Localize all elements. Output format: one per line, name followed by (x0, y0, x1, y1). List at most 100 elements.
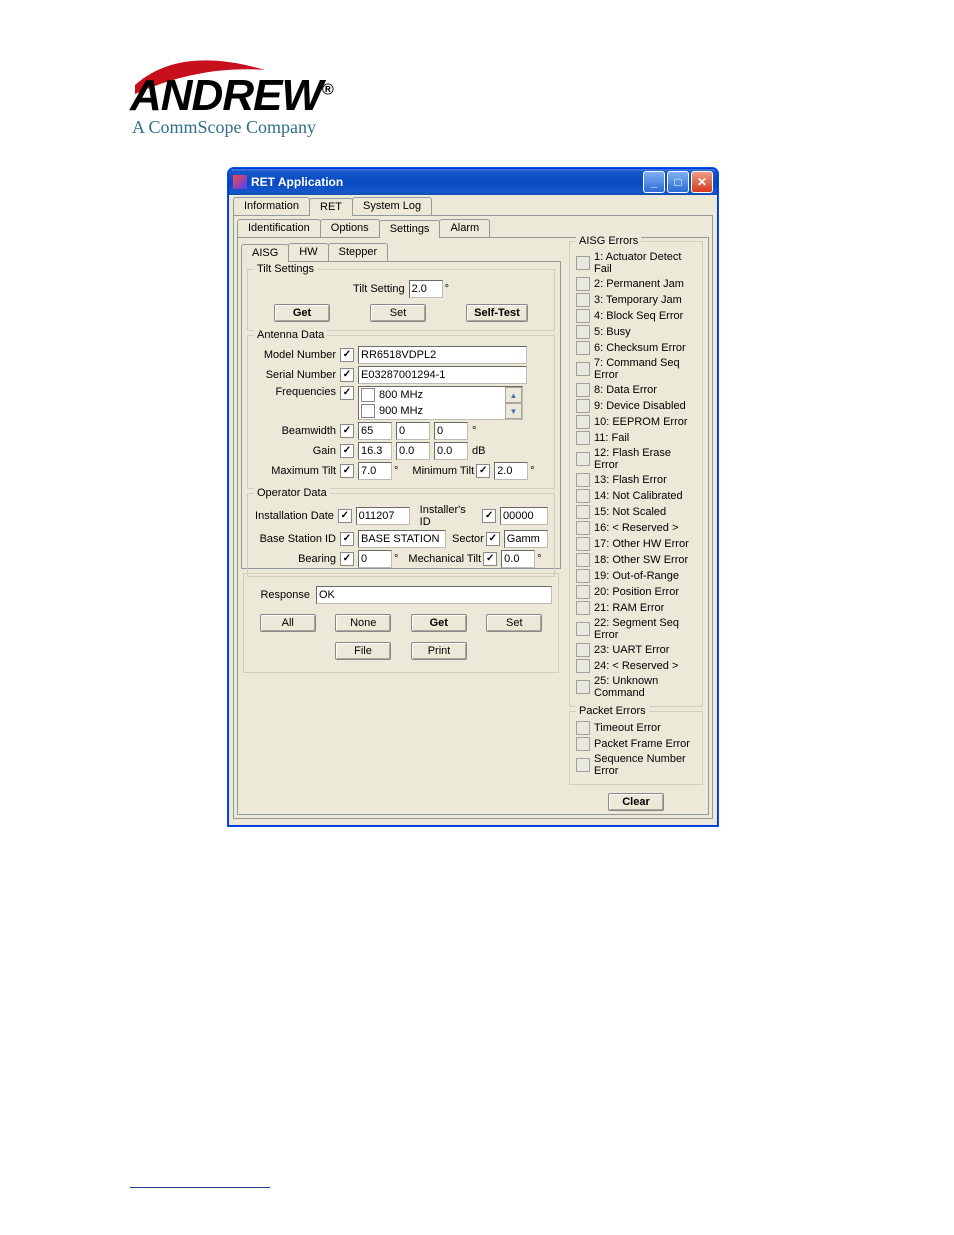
error-label: 18: Other SW Error (594, 554, 688, 566)
titlebar: RET Application _ □ ✕ (229, 169, 717, 195)
mintilt-checkbox[interactable] (476, 464, 490, 478)
all-button[interactable]: All (260, 614, 316, 632)
minimize-button[interactable]: _ (643, 171, 665, 193)
error-checkbox[interactable] (576, 415, 590, 429)
error-checkbox[interactable] (576, 585, 590, 599)
aisg-error-item: 13: Flash Error (576, 472, 696, 488)
error-checkbox[interactable] (576, 293, 590, 307)
error-checkbox[interactable] (576, 505, 590, 519)
error-checkbox[interactable] (576, 521, 590, 535)
tilt-set-button[interactable]: Set (370, 304, 426, 322)
model-checkbox[interactable] (340, 348, 354, 362)
tab-identification[interactable]: Identification (237, 219, 321, 237)
idate-input[interactable] (356, 507, 410, 525)
mtilt-checkbox[interactable] (483, 552, 497, 566)
tab-settings[interactable]: Settings (379, 220, 441, 238)
selftest-button[interactable]: Self-Test (466, 304, 528, 322)
error-checkbox[interactable] (576, 399, 590, 413)
tab-ret[interactable]: RET (309, 198, 353, 216)
maximize-button[interactable]: □ (667, 171, 689, 193)
close-button[interactable]: ✕ (691, 171, 713, 193)
error-checkbox[interactable] (576, 643, 590, 657)
model-input[interactable] (358, 346, 527, 364)
error-checkbox[interactable] (576, 601, 590, 615)
aisg-error-item: 11: Fail (576, 430, 696, 446)
aisg-error-item: 7: Command Seq Error (576, 356, 696, 382)
beam-v1[interactable] (358, 422, 392, 440)
bsid-checkbox[interactable] (340, 532, 354, 546)
freq-800-checkbox[interactable] (361, 388, 375, 402)
antenna-data-group: Antenna Data Model Number Serial Number … (247, 335, 555, 489)
error-label: 11: Fail (594, 432, 629, 444)
idate-checkbox[interactable] (338, 509, 352, 523)
file-button[interactable]: File (335, 642, 391, 660)
tab-systemlog[interactable]: System Log (352, 197, 432, 215)
error-checkbox[interactable] (576, 309, 590, 323)
tab-options[interactable]: Options (320, 219, 380, 237)
error-checkbox[interactable] (576, 341, 590, 355)
tab-information[interactable]: Information (233, 197, 310, 215)
freq-list[interactable]: 800 MHz 900 MHz ▲▼ (358, 386, 523, 420)
logo-block: ANDREW® A CommScope Company (0, 0, 954, 158)
get-button[interactable]: Get (411, 614, 467, 632)
error-checkbox[interactable] (576, 362, 590, 376)
tab-aisg[interactable]: AISG (241, 244, 289, 262)
tab-hw[interactable]: HW (288, 243, 328, 261)
error-checkbox[interactable] (576, 569, 590, 583)
error-checkbox[interactable] (576, 622, 590, 636)
error-checkbox[interactable] (576, 473, 590, 487)
error-checkbox[interactable] (576, 383, 590, 397)
scroll-down-icon[interactable]: ▼ (505, 403, 522, 419)
tab-alarm[interactable]: Alarm (439, 219, 490, 237)
beam-checkbox[interactable] (340, 424, 354, 438)
iid-input[interactable] (500, 507, 548, 525)
freq-checkbox[interactable] (340, 386, 354, 400)
app-window: RET Application _ □ ✕ Information RET Sy… (228, 168, 718, 826)
error-label: 3: Temporary Jam (594, 294, 682, 306)
error-checkbox[interactable] (576, 680, 590, 694)
error-checkbox[interactable] (576, 256, 590, 270)
error-checkbox[interactable] (576, 737, 590, 751)
tilt-get-button[interactable]: Get (274, 304, 330, 322)
error-label: 20: Position Error (594, 586, 679, 598)
operator-data-group: Operator Data Installation Date Installe… (247, 493, 555, 577)
error-checkbox[interactable] (576, 277, 590, 291)
error-checkbox[interactable] (576, 537, 590, 551)
error-checkbox[interactable] (576, 452, 590, 466)
scroll-up-icon[interactable]: ▲ (505, 387, 522, 403)
none-button[interactable]: None (335, 614, 391, 632)
error-checkbox[interactable] (576, 553, 590, 567)
bearing-checkbox[interactable] (340, 552, 354, 566)
set-button[interactable]: Set (486, 614, 542, 632)
mintilt-input[interactable] (494, 462, 528, 480)
iid-checkbox[interactable] (482, 509, 496, 523)
error-checkbox[interactable] (576, 758, 590, 772)
print-button[interactable]: Print (411, 642, 467, 660)
maxtilt-input[interactable] (358, 462, 392, 480)
serial-checkbox[interactable] (340, 368, 354, 382)
beam-v2[interactable] (396, 422, 430, 440)
bsid-input[interactable] (358, 530, 446, 548)
bearing-input[interactable] (358, 550, 392, 568)
gain-v1[interactable] (358, 442, 392, 460)
error-checkbox[interactable] (576, 721, 590, 735)
error-checkbox[interactable] (576, 489, 590, 503)
beam-v3[interactable] (434, 422, 468, 440)
gain-checkbox[interactable] (340, 444, 354, 458)
gain-v2[interactable] (396, 442, 430, 460)
serial-input[interactable] (358, 366, 527, 384)
error-checkbox[interactable] (576, 431, 590, 445)
error-checkbox[interactable] (576, 659, 590, 673)
gain-v3[interactable] (434, 442, 468, 460)
sector-checkbox[interactable] (486, 532, 500, 546)
error-checkbox[interactable] (576, 325, 590, 339)
clear-button[interactable]: Clear (608, 793, 664, 811)
maxtilt-checkbox[interactable] (340, 464, 354, 478)
sector-input[interactable] (504, 530, 548, 548)
mtilt-input[interactable] (501, 550, 535, 568)
aisg-error-item: 20: Position Error (576, 584, 696, 600)
aisg-error-item: 19: Out-of-Range (576, 568, 696, 584)
tilt-setting-input[interactable] (409, 280, 443, 298)
freq-900-checkbox[interactable] (361, 404, 375, 418)
tab-stepper[interactable]: Stepper (328, 243, 389, 261)
